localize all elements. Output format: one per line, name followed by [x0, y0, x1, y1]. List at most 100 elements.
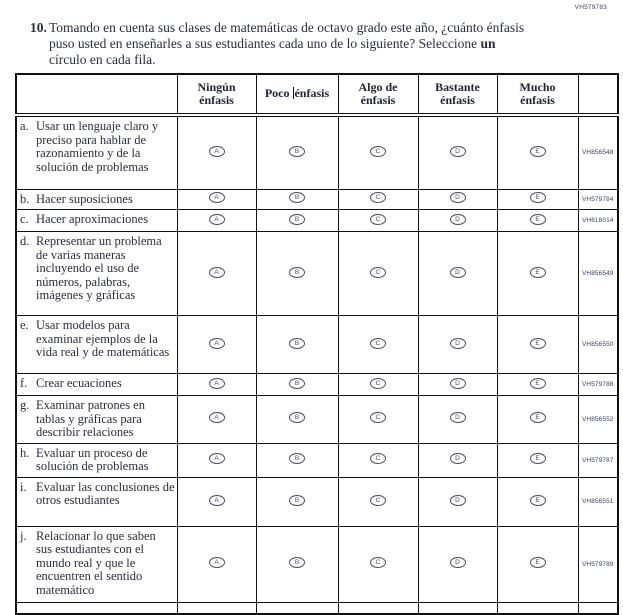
answer-bubble-a[interactable]: A	[208, 412, 225, 424]
table-row: b. Hacer suposiciones A B C D E VH579784	[15, 188, 619, 210]
answer-bubble-d[interactable]: D	[449, 213, 466, 225]
answer-bubble-e[interactable]: E	[529, 557, 546, 568]
answer-bubble-d[interactable]: D	[449, 266, 466, 278]
answer-bubble-d[interactable]: D	[449, 337, 466, 349]
answer-bubble-b[interactable]: B	[289, 377, 305, 389]
answer-bubble-b[interactable]: B	[289, 557, 305, 568]
answer-bubble-a[interactable]: A	[208, 453, 225, 464]
answer-bubble-a[interactable]: A	[208, 377, 225, 389]
answer-bubble-c[interactable]: C	[370, 377, 386, 389]
row-code: VH579787	[577, 442, 619, 478]
answer-bubble-d[interactable]: D	[449, 412, 466, 424]
bubble-letter: B	[294, 414, 300, 422]
emphasis-matrix-table: Ningún énfasis Poco énfasis Algo de énfasis B…	[15, 73, 619, 615]
answer-bubble-a[interactable]: A	[208, 213, 225, 225]
answer-bubble-e[interactable]: E	[529, 337, 546, 349]
bubble-letter: A	[214, 147, 219, 155]
answer-bubble-d[interactable]: D	[449, 192, 466, 204]
answer-cell: B	[255, 476, 339, 527]
answer-bubble-e[interactable]: E	[529, 412, 546, 424]
partial-cell	[255, 601, 339, 615]
answer-bubble-d[interactable]: D	[449, 453, 466, 464]
answer-bubble-c[interactable]: C	[370, 266, 386, 278]
answer-cell: A	[176, 188, 257, 210]
column-headers-row: Ningún énfasis Poco énfasis Algo de énfasis B…	[15, 73, 619, 117]
bubble-letter: E	[535, 339, 540, 347]
answer-cell: B	[255, 373, 339, 396]
bubble-letter: E	[535, 455, 540, 462]
row-letter: d.	[20, 234, 30, 248]
row-letter: j.	[20, 528, 27, 543]
answer-cell: C	[337, 315, 419, 374]
bubble-letter: C	[375, 414, 381, 422]
answer-bubble-b[interactable]: B	[289, 266, 305, 278]
row-label-cell: j. Relacionar lo que saben sus estudiant…	[15, 525, 178, 603]
bubble-letter: C	[375, 379, 381, 387]
answer-bubble-a[interactable]: A	[208, 266, 225, 278]
row-label-header-empty	[15, 73, 178, 117]
answer-bubble-c[interactable]: C	[370, 192, 386, 204]
row-code: VH856551	[577, 476, 619, 527]
answer-bubble-e[interactable]: E	[529, 192, 546, 204]
answer-bubble-e[interactable]: E	[529, 213, 546, 225]
answer-bubble-d[interactable]: D	[449, 145, 466, 157]
answer-cell: A	[176, 525, 257, 603]
table-row: i. Evaluar las conclusiones de otros est…	[15, 476, 619, 527]
answer-bubble-b[interactable]: B	[289, 145, 305, 157]
answer-bubble-d[interactable]: D	[449, 557, 466, 568]
answer-bubble-a[interactable]: A	[208, 145, 225, 157]
answer-cell: E	[496, 209, 579, 232]
text-cursor	[293, 87, 295, 100]
bubble-letter: C	[375, 194, 381, 202]
bubble-letter: C	[375, 455, 381, 462]
answer-cell: A	[176, 231, 257, 316]
answer-bubble-a[interactable]: A	[208, 192, 225, 204]
answer-bubble-c[interactable]: C	[370, 412, 386, 424]
answer-bubble-c[interactable]: C	[370, 557, 386, 568]
bubble-letter: B	[294, 268, 300, 276]
answer-bubble-a[interactable]: A	[208, 494, 225, 506]
answer-bubble-b[interactable]: B	[289, 494, 305, 506]
answer-bubble-b[interactable]: B	[289, 412, 305, 424]
answer-bubble-b[interactable]: B	[289, 192, 305, 204]
bubble-letter: E	[535, 414, 540, 422]
row-statement: Usar modelos para examinar ejemplos de l…	[36, 318, 170, 359]
row-letter: h.	[20, 445, 30, 460]
answer-bubble-b[interactable]: B	[289, 337, 305, 349]
answer-bubble-a[interactable]: A	[208, 337, 225, 349]
answer-bubble-c[interactable]: C	[370, 453, 386, 464]
answer-bubble-c[interactable]: C	[370, 213, 386, 225]
answer-bubble-c[interactable]: C	[370, 494, 386, 506]
answer-bubble-b[interactable]: B	[289, 213, 305, 225]
answer-bubble-b[interactable]: B	[289, 453, 305, 464]
answer-bubble-a[interactable]: A	[208, 557, 225, 568]
bubble-letter: D	[455, 194, 460, 202]
answer-bubble-e[interactable]: E	[529, 377, 546, 389]
answer-cell: A	[176, 442, 257, 478]
answer-cell: C	[337, 395, 419, 444]
answer-bubble-c[interactable]: C	[370, 337, 386, 349]
answer-cell: A	[176, 315, 257, 374]
answer-cell: E	[496, 525, 579, 603]
bubble-letter: B	[294, 215, 300, 223]
answer-bubble-d[interactable]: D	[449, 494, 466, 506]
answer-bubble-c[interactable]: C	[370, 145, 386, 157]
bubble-letter: B	[294, 194, 300, 202]
answer-bubble-d[interactable]: D	[449, 377, 466, 389]
row-label-cell: c. Hacer aproximaciones	[15, 209, 178, 232]
answer-cell: D	[417, 315, 498, 374]
table-row: j. Relacionar lo que saben sus estudiant…	[15, 525, 619, 603]
row-code: VH856548	[577, 114, 619, 190]
answer-bubble-e[interactable]: E	[529, 145, 546, 157]
answer-bubble-e[interactable]: E	[529, 494, 546, 506]
answer-cell: C	[337, 476, 419, 527]
column-header-4: Bastante énfasis	[417, 73, 498, 117]
bubble-letter: C	[375, 559, 381, 566]
answer-bubble-e[interactable]: E	[529, 453, 546, 464]
answer-cell: A	[176, 476, 257, 527]
row-statement: Evaluar las conclusiones de otros estudi…	[36, 479, 175, 507]
answer-cell: D	[417, 114, 498, 190]
row-code: VH856550	[577, 315, 619, 374]
answer-bubble-e[interactable]: E	[529, 266, 546, 278]
answer-cell: B	[255, 114, 339, 190]
